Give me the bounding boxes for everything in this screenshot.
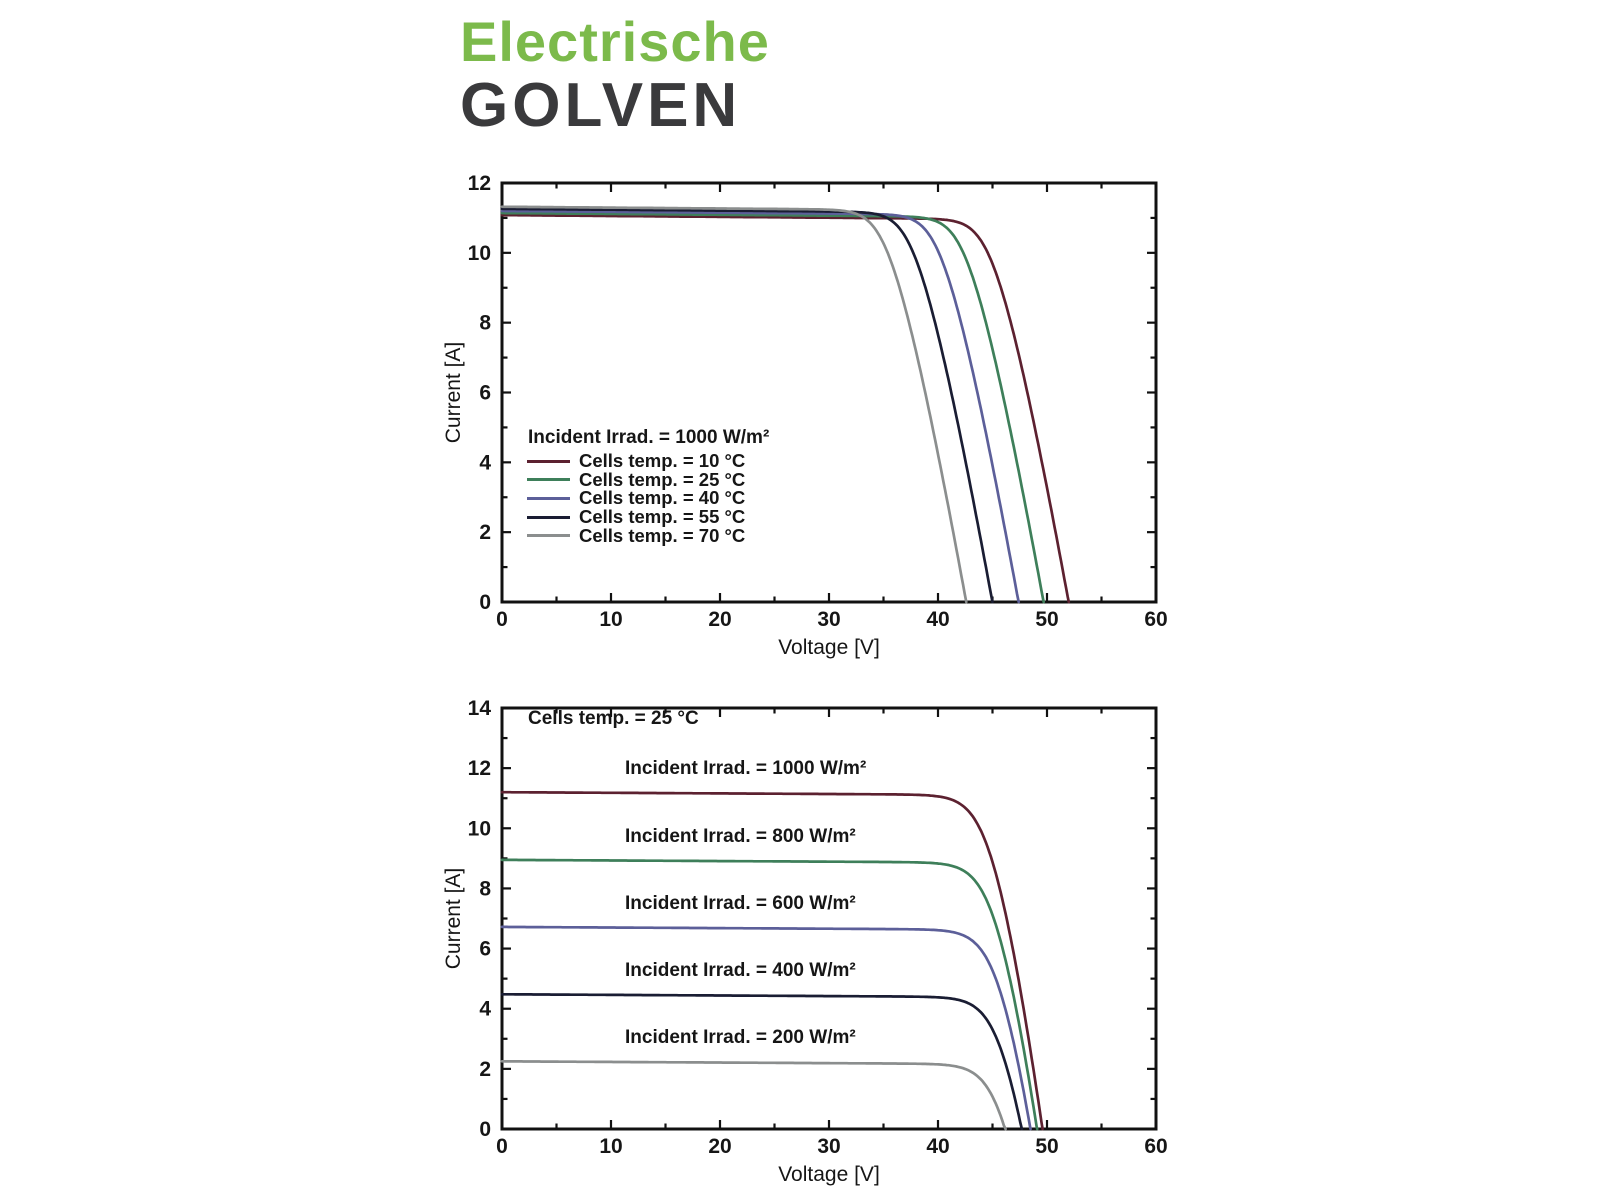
legend-label: Cells temp. = 40 °C — [579, 487, 746, 509]
x-tick-label: 0 — [496, 1135, 508, 1158]
irradiance-curve-label: Incident Irrad. = 1000 W/m² — [625, 758, 867, 779]
iv-curve — [500, 790, 1044, 1131]
page-title-line2: GOLVEN — [460, 71, 742, 140]
cells-temp-annotation: Cells temp. = 25 °C — [528, 708, 699, 729]
x-tick-label: 60 — [1144, 608, 1167, 631]
legend-line-swatch — [527, 478, 570, 482]
y-axis-title: Current [A] — [442, 868, 465, 970]
legend-row: Cells temp. = 25 °C — [527, 468, 769, 490]
irradiance-curve-label: Incident Irrad. = 800 W/m² — [625, 826, 856, 847]
legend-label: Cells temp. = 10 °C — [579, 450, 746, 472]
x-tick-label: 50 — [1035, 1135, 1058, 1158]
iv-curve — [500, 992, 1024, 1131]
x-tick-label: 40 — [926, 608, 949, 631]
y-tick-label: 4 — [479, 998, 491, 1021]
legend-label: Cells temp. = 55 °C — [579, 506, 746, 528]
y-tick-label: 0 — [479, 591, 491, 614]
legend-line-swatch — [527, 459, 570, 463]
y-tick-label: 0 — [479, 1118, 491, 1141]
legend-label: Cells temp. = 70 °C — [579, 524, 746, 546]
irradiance-chart-plot: 0 10 20 30 40 50 60 0 2 4 6 8 10 12 14 Voltage [V] Curre… — [442, 697, 1168, 1186]
y-tick-label: 10 — [468, 242, 491, 265]
iv-curve — [500, 209, 1021, 604]
y-tick-label: 2 — [479, 521, 491, 544]
y-tick-label: 12 — [468, 757, 491, 780]
y-axis-title: Current [A] — [442, 342, 465, 444]
legend-row: Cells temp. = 40 °C — [527, 487, 769, 509]
x-axis-title: Voltage [V] — [778, 1163, 880, 1186]
y-tick-label: 10 — [468, 817, 491, 840]
page-title: Electrische GOLVEN — [460, 12, 770, 138]
y-tick-label: 8 — [479, 312, 491, 335]
y-tick-label: 12 — [468, 172, 491, 195]
y-tick-label: 6 — [479, 938, 491, 961]
iv-curve — [500, 211, 1046, 604]
y-tick-label: 8 — [479, 877, 491, 900]
iv-curve — [500, 925, 1032, 1131]
x-tick-label: 60 — [1144, 1135, 1167, 1158]
x-tick-label: 30 — [817, 608, 840, 631]
x-tick-label: 10 — [599, 1135, 622, 1158]
x-tick-label: 20 — [708, 608, 731, 631]
y-tick-label: 4 — [479, 451, 491, 474]
legend-row: Cells temp. = 55 °C — [527, 506, 769, 528]
iv-curve — [500, 207, 994, 604]
temperature-chart-plot: 0 10 20 30 40 50 60 0 2 4 6 8 10 12 Voltage [V] Current… — [442, 172, 1168, 659]
irradiance-curve-label: Incident Irrad. = 200 W/m² — [625, 1027, 856, 1048]
legend-line-swatch — [527, 534, 570, 538]
irradiance-curve-label: Incident Irrad. = 600 W/m² — [625, 893, 856, 914]
y-tick-label: 2 — [479, 1058, 491, 1081]
legend-label: Cells temp. = 25 °C — [579, 468, 746, 490]
iv-curve — [500, 1059, 1007, 1131]
y-tick-label: 14 — [468, 697, 492, 720]
x-tick-label: 20 — [708, 1135, 731, 1158]
legend-line-swatch — [527, 515, 570, 519]
x-tick-label: 0 — [496, 608, 508, 631]
x-axis-title: Voltage [V] — [778, 636, 880, 659]
legend-row: Cells temp. = 70 °C — [527, 524, 769, 546]
page-title-line1: Electrische — [460, 10, 770, 73]
temperature-chart-legend: Incident Irrad. = 1000 W/m² Cells temp. … — [527, 427, 770, 546]
legend-line-swatch — [527, 496, 570, 500]
x-tick-label: 40 — [926, 1135, 949, 1158]
legend-header: Incident Irrad. = 1000 W/m² — [528, 427, 770, 448]
iv-curve — [500, 213, 1071, 604]
iv-curve-chart-irradiance: 0 10 20 30 40 50 60 0 2 4 6 8 10 12 14 Voltage [V] Curre… — [440, 680, 1180, 1195]
irradiance-curve-label: Incident Irrad. = 400 W/m² — [625, 960, 856, 981]
legend-row: Cells temp. = 10 °C — [527, 450, 769, 472]
y-tick-label: 6 — [479, 382, 491, 405]
iv-curve — [500, 205, 968, 604]
iv-curve — [500, 858, 1039, 1131]
x-tick-label: 50 — [1035, 608, 1058, 631]
iv-curve-chart-temperature: 0 10 20 30 40 50 60 0 2 4 6 8 10 12 Voltage [V] Current… — [440, 168, 1180, 678]
x-tick-label: 10 — [599, 608, 622, 631]
x-tick-label: 30 — [817, 1135, 840, 1158]
